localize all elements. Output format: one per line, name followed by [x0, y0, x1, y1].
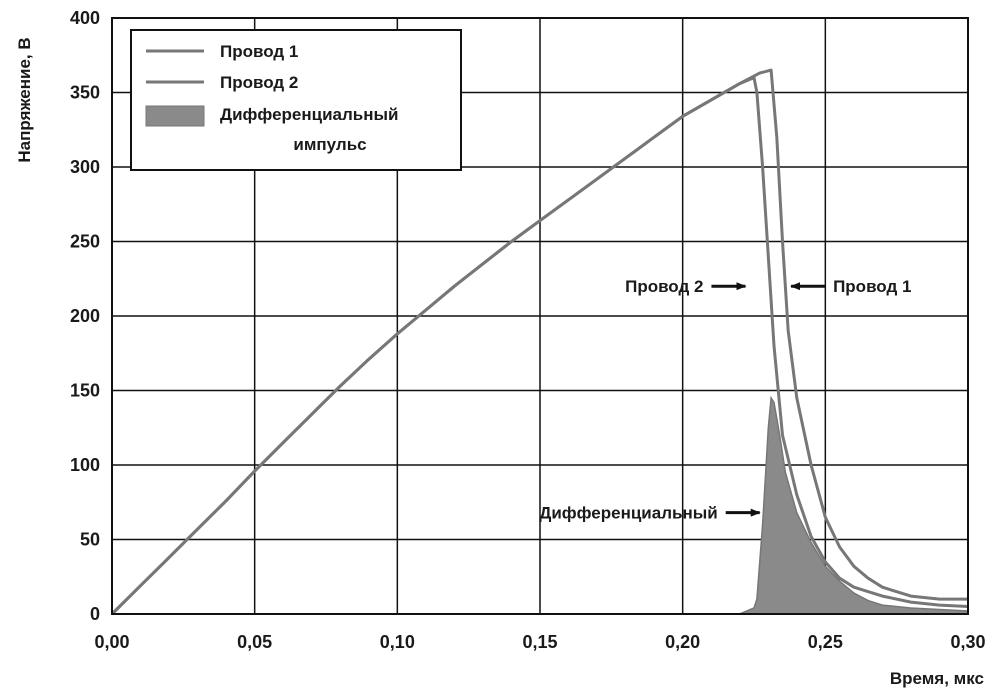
annotation-2: Провод 1: [790, 277, 911, 296]
annotation-text: Провод 1: [833, 277, 911, 296]
plot-frame: [111, 17, 969, 615]
y-tick-label: 300: [70, 157, 100, 177]
x-axis-label: Время, мкс: [890, 669, 984, 688]
x-tick-label: 0,00: [94, 632, 129, 652]
annotation-1: Провод 2: [625, 277, 747, 296]
y-tick-label: 100: [70, 455, 100, 475]
tick-labels: 0,00 0,05 0,10 0,15 0,20 0,25 0,30 0 50 100 150 200…: [70, 8, 986, 652]
x-tick-label: 0,25: [808, 632, 843, 652]
y-tick-label: 400: [70, 8, 100, 28]
y-tick-label: 0: [90, 604, 100, 624]
annotation-text: Провод 2: [625, 277, 703, 296]
legend-label-1: Провод 1: [220, 42, 298, 61]
y-tick-label: 350: [70, 83, 100, 103]
grid: [112, 18, 968, 614]
series-line-2: [110, 76, 969, 616]
x-tick-label: 0,30: [950, 632, 985, 652]
annotations: Провод 2 Провод 1 Дифференциальный: [539, 277, 911, 522]
y-tick-label: 250: [70, 232, 100, 252]
y-tick-label: 50: [80, 530, 100, 550]
legend-label-3: Дифференциальный: [220, 105, 399, 124]
legend: Провод 1 Провод 2 Дифференциальный импул…: [130, 29, 462, 171]
y-axis-label: Напряжение, В: [15, 37, 34, 162]
y-tick-label: 200: [70, 306, 100, 326]
annotation-3: Дифференциальный: [539, 504, 761, 523]
legend-box: [130, 29, 462, 171]
legend-swatch-fill: [145, 105, 205, 127]
legend-label-2: Провод 2: [220, 73, 298, 92]
x-tick-label: 0,10: [380, 632, 415, 652]
y-tick-label: 150: [70, 381, 100, 401]
x-tick-label: 0,05: [237, 632, 272, 652]
annotation-text: Дифференциальный: [539, 504, 718, 523]
x-tick-label: 0,15: [522, 632, 557, 652]
x-tick-label: 0,20: [665, 632, 700, 652]
legend-label-3-line2: импульс: [293, 135, 366, 154]
series-layer: [110, 68, 969, 616]
series-differential-pulse: [112, 395, 969, 615]
